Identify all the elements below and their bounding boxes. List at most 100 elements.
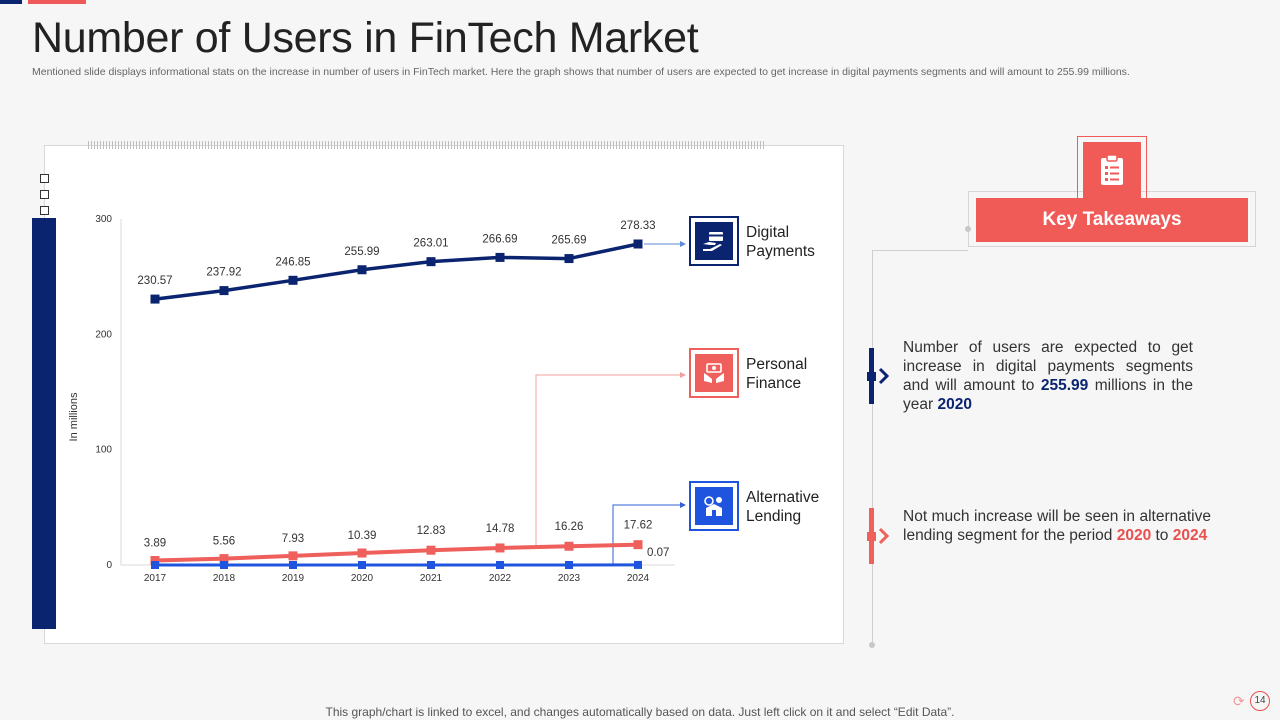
digital-leader-arrow: [680, 240, 686, 247]
data-point: [564, 541, 574, 551]
y-tick-label: 0: [106, 560, 112, 571]
data-label: 230.57: [137, 275, 172, 287]
data-point: [427, 561, 435, 569]
key-takeaways-icon-frame: [1077, 136, 1147, 198]
takeaway-digital-payments: Number of users are expected to get incr…: [903, 338, 1193, 414]
page-title: Number of Users in FinTech Market: [32, 14, 699, 62]
x-tick-label: 2020: [351, 573, 374, 584]
data-label: 266.69: [482, 233, 517, 245]
data-point: [288, 275, 298, 285]
money-hands-icon: [695, 354, 733, 392]
data-label: 7.93: [282, 533, 304, 545]
clipboard-icon: [1083, 142, 1141, 198]
data-point: [219, 286, 229, 296]
takeaway-highlight-value: 255.99: [1040, 377, 1089, 394]
series-line-1: [154, 542, 639, 563]
data-label: 10.39: [348, 530, 377, 542]
hatch-decoration: [88, 141, 766, 149]
brand-logo-icon: ⟳: [1233, 693, 1245, 709]
y-tick-label: 300: [95, 214, 112, 225]
takeaway-highlight-year: 2020: [937, 396, 972, 413]
alternative-leader-arrow: [680, 502, 686, 508]
left-accent-bar: [32, 218, 56, 629]
legend-label-line: Personal: [746, 356, 808, 373]
takeaway-text: Not much increase will be seen in altern…: [903, 508, 1211, 544]
x-tick-label: 2017: [144, 573, 167, 584]
data-point: [495, 252, 505, 262]
footer-note: This graph/chart is linked to excel, and…: [325, 705, 955, 719]
y-axis-label: In millions: [68, 392, 80, 441]
decor-square: [40, 174, 49, 183]
alternative-lending-legend-icon: [689, 481, 739, 531]
data-label: 246.85: [275, 256, 310, 268]
data-point: [358, 561, 366, 569]
connector-dot: [965, 226, 971, 232]
data-point: [495, 543, 505, 553]
personal-leader-line: [535, 374, 683, 548]
legend-label-line: Digital: [746, 224, 790, 241]
decor-square: [40, 190, 49, 199]
top-accent-red: [28, 0, 86, 4]
data-label: 265.69: [551, 235, 586, 247]
data-point: [288, 551, 298, 561]
connector-line: [872, 250, 968, 251]
red-chevron-marker: [867, 508, 890, 564]
data-point: [289, 561, 297, 569]
takeaway-alternative-lending: Not much increase will be seen in altern…: [903, 507, 1211, 545]
personal-finance-legend-icon: [689, 348, 739, 398]
page-number: 14: [1250, 691, 1270, 711]
data-label: 263.01: [413, 238, 448, 250]
takeaway-highlight-year: 2020: [1116, 527, 1152, 544]
y-tick-label: 100: [95, 445, 112, 456]
legend-label-line: Alternative: [746, 489, 820, 506]
data-point: [150, 294, 160, 304]
page-subtitle: Mentioned slide displays informational s…: [32, 66, 1130, 78]
takeaway-text: to: [1151, 527, 1173, 544]
y-tick-label: 200: [95, 329, 112, 340]
data-point: [565, 561, 573, 569]
x-tick-label: 2023: [558, 573, 581, 584]
data-point: [634, 560, 642, 569]
legend-label-line: Payments: [746, 243, 815, 260]
data-label: 255.99: [344, 246, 379, 258]
data-point: [426, 257, 436, 267]
data-label: 237.92: [206, 267, 241, 279]
data-point: [357, 548, 367, 558]
takeaway-highlight-year: 2024: [1172, 527, 1208, 544]
data-point: [633, 540, 643, 550]
data-point: [496, 561, 504, 569]
legend-alternative-lending: Alternative Lending: [746, 488, 846, 526]
data-label: 5.56: [213, 536, 235, 548]
x-tick-label: 2022: [489, 573, 512, 584]
data-point: [219, 554, 229, 564]
takeaway-text: millions in the year: [903, 377, 1193, 413]
card-hand-icon: [695, 222, 733, 260]
timeline-end-dot: [869, 642, 875, 648]
decor-square: [40, 206, 49, 215]
personal-leader-arrow: [680, 372, 686, 378]
data-label: 278.33: [620, 220, 655, 232]
x-tick-label: 2024: [627, 573, 650, 584]
data-label: 12.83: [417, 525, 446, 537]
legend-personal-finance: Personal Finance: [746, 355, 846, 393]
legend-digital-payments: Digital Payments: [746, 223, 846, 261]
key-takeaways-heading: Key Takeaways: [976, 198, 1248, 242]
x-tick-label: 2019: [282, 573, 305, 584]
data-point: [151, 561, 159, 569]
timeline-line: [872, 250, 873, 646]
data-point: [633, 239, 643, 249]
top-accent-navy: [0, 0, 22, 4]
series-line-0: [154, 242, 639, 301]
data-label: 17.62: [624, 520, 653, 532]
legend-label-line: Finance: [746, 375, 802, 392]
data-label: 3.89: [144, 538, 166, 550]
x-tick-label: 2018: [213, 573, 236, 584]
legend-label-line: Lending: [746, 508, 802, 525]
data-point: [220, 561, 228, 569]
lending-icon: [695, 487, 733, 525]
data-point: [150, 556, 160, 566]
x-tick-label: 2021: [420, 573, 443, 584]
data-label: 14.78: [486, 523, 515, 535]
data-label: 0.07: [647, 547, 669, 559]
